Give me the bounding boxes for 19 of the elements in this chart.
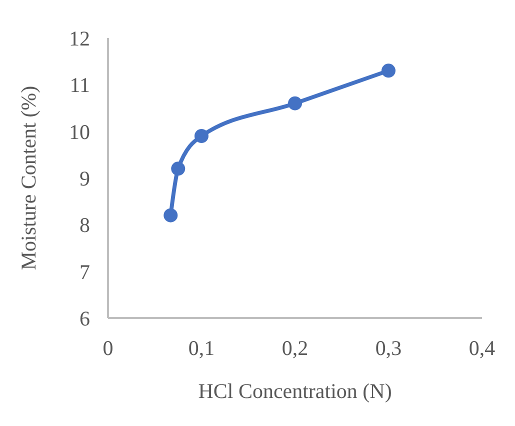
y-tick-label: 11: [70, 73, 90, 98]
point: [164, 208, 178, 222]
y-tick-label: 12: [69, 26, 90, 50]
point: [194, 129, 208, 143]
x-tick-label: 0: [102, 336, 114, 360]
y-axis-title: Moisture Content (%): [16, 86, 40, 270]
x-axis-title: HCl Concentration (N): [198, 379, 392, 403]
x-tick-label: 0,1: [188, 336, 215, 360]
y-tick-label: 9: [80, 166, 90, 190]
point: [382, 64, 396, 78]
point: [288, 96, 302, 110]
x-tick-label: 0,4: [468, 336, 496, 360]
x-tick-label: 0,3: [375, 336, 402, 360]
y-tick-label: 7: [80, 260, 90, 284]
x-tick-label: 0,2: [282, 336, 308, 360]
y-tick-label: 6: [80, 306, 90, 330]
y-tick-label: 10: [69, 120, 90, 144]
point: [171, 162, 186, 176]
y-tick-label: 8: [80, 213, 90, 238]
